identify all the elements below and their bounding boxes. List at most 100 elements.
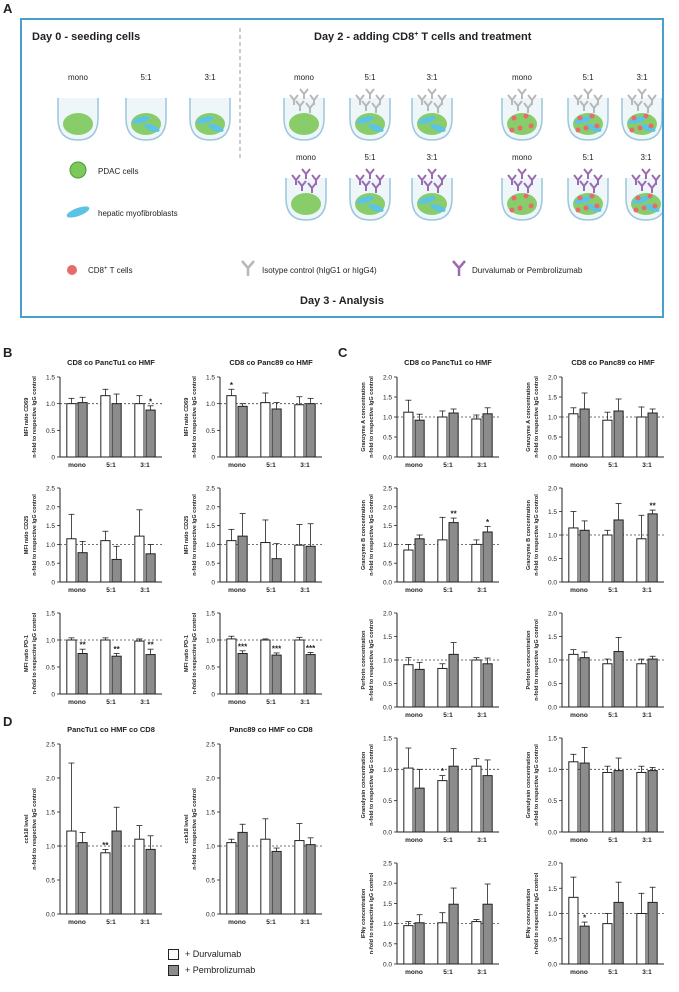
y-tick-label: 0.0 xyxy=(383,580,392,587)
antibody-glyph xyxy=(627,94,637,105)
y-axis-label: n-fold to respective IgG control xyxy=(192,494,198,576)
bar xyxy=(237,405,248,458)
bar xyxy=(647,513,658,583)
bar-chart: MFI ratio CD25 n-fold to respective IgG c… xyxy=(18,480,168,598)
bar xyxy=(66,830,77,915)
antibody-glyph xyxy=(523,102,533,113)
culture-well: 5:1 xyxy=(567,73,609,141)
antibody-glyph xyxy=(423,180,433,191)
cd8-cell xyxy=(594,203,600,209)
antibody-glyph xyxy=(355,174,365,185)
antibody-glyph xyxy=(427,88,437,99)
bar-chart: PancTu1 co HMF co CD8 cck18 level n-fold t… xyxy=(18,722,168,930)
experimental-design-panel: Day 0 - seeding cells Day 2 - adding CD8… xyxy=(20,18,664,318)
bar xyxy=(647,901,658,965)
bar xyxy=(134,838,145,915)
y-tick-label: 1.0 xyxy=(383,415,392,422)
bar xyxy=(437,667,448,708)
x-tick-label: 5:1 xyxy=(443,712,453,719)
y-tick-label: 1.0 xyxy=(548,658,557,665)
y-tick-label: 1.0 xyxy=(383,542,392,549)
x-tick-label: 3:1 xyxy=(477,969,487,976)
bar xyxy=(66,538,77,583)
x-tick-label: mono xyxy=(228,462,246,469)
x-tick-label: mono xyxy=(570,587,588,594)
well-group: mono 5:1 3:1 mono 5:1 3:1 mono 5:1 3:1 mono 5:1 3:1… xyxy=(57,73,662,221)
y-tick-label: 2.0 xyxy=(548,375,557,382)
antibody-glyph xyxy=(427,168,437,179)
chart-svg: Granulysin concentration n-fold to respec… xyxy=(526,736,664,844)
bar xyxy=(437,922,448,965)
bar xyxy=(305,844,316,915)
culture-well: 3:1 xyxy=(621,73,662,141)
x-tick-label: 5:1 xyxy=(608,837,618,844)
cd8-cell xyxy=(641,205,647,211)
bar xyxy=(271,408,282,458)
chart-svg: MFI ratio PD-1 n-fold to respective IgG c… xyxy=(24,611,162,706)
bar xyxy=(134,640,145,695)
cd8-cell xyxy=(575,207,581,213)
legend-cd8-label: CD8+ T cells xyxy=(88,266,133,275)
antibody-glyph xyxy=(433,182,443,193)
y-tick-label: 1.0 xyxy=(46,542,55,549)
cd8-cell xyxy=(652,203,658,209)
bar-chart: IFNγ concentration n-fold to respective I… xyxy=(355,855,505,980)
y-tick-label: 1.0 xyxy=(206,844,215,851)
bar xyxy=(471,921,482,965)
significance-marker: * xyxy=(149,397,153,406)
bar xyxy=(613,519,624,583)
bar xyxy=(579,925,590,965)
y-tick-label: 2.0 xyxy=(383,504,392,511)
significance-marker: ** xyxy=(450,510,457,519)
y-tick-label: 0 xyxy=(51,455,55,462)
y-tick-label: 1.5 xyxy=(46,375,55,382)
bar xyxy=(437,539,448,583)
y-tick-label: 0.5 xyxy=(548,936,557,943)
legend-cd8: CD8+ T cells xyxy=(67,265,133,275)
x-tick-label: 5:1 xyxy=(266,699,276,706)
myofibroblast-shape xyxy=(196,116,214,124)
x-tick-label: mono xyxy=(228,699,246,706)
bar xyxy=(613,901,624,965)
antibody-glyph xyxy=(517,168,527,179)
bar xyxy=(294,544,305,583)
chart-svg: Perforin concentration n-fold to respecti… xyxy=(526,611,664,719)
x-tick-label: 5:1 xyxy=(443,587,453,594)
y-tick-label: 0.5 xyxy=(548,435,557,442)
experimental-design-diagram: Day 0 - seeding cells Day 2 - adding CD8… xyxy=(32,28,662,307)
bar xyxy=(471,659,482,708)
antibody-glyph xyxy=(361,100,371,111)
y-axis-label: Granzyme B concentration xyxy=(361,499,367,570)
cd8-cell xyxy=(643,113,649,119)
bar xyxy=(134,403,145,458)
y-tick-label: 2.0 xyxy=(383,611,392,618)
x-tick-label: 3:1 xyxy=(477,587,487,594)
cd8-cell xyxy=(523,113,529,119)
cd8-cell xyxy=(523,193,529,199)
bar xyxy=(237,831,248,915)
significance-marker: *** xyxy=(272,644,282,653)
bar xyxy=(271,558,282,583)
bar xyxy=(77,842,88,915)
significance-marker: * xyxy=(486,518,490,527)
bar xyxy=(636,663,647,708)
chart-svg: CD8 co PancTu1 co HMF Granzyme A concentr… xyxy=(361,358,499,469)
y-tick-label: 0 xyxy=(211,692,215,699)
cd8-cell xyxy=(577,195,583,201)
culture-well: mono xyxy=(283,73,325,141)
myofibroblast-shape xyxy=(132,116,150,124)
y-axis-label: Perforin concentration xyxy=(526,630,532,690)
y-axis-label: n-fold to respective IgG control xyxy=(534,872,540,954)
bar xyxy=(448,412,459,458)
myofibroblast-shape xyxy=(644,204,660,212)
y-tick-label: 0.5 xyxy=(383,435,392,442)
y-axis-label: n-fold to respective IgG control xyxy=(534,744,540,826)
bar xyxy=(448,765,459,833)
y-tick-label: 0.5 xyxy=(548,798,557,805)
x-tick-label: 5:1 xyxy=(443,462,453,469)
cd8-cell xyxy=(629,127,635,133)
y-tick-label: 1.5 xyxy=(548,886,557,893)
y-tick-label: 0.5 xyxy=(383,561,392,568)
chart-svg: MFI ratio CD25 n-fold to respective IgG c… xyxy=(24,486,162,594)
y-tick-label: 0 xyxy=(211,580,215,587)
